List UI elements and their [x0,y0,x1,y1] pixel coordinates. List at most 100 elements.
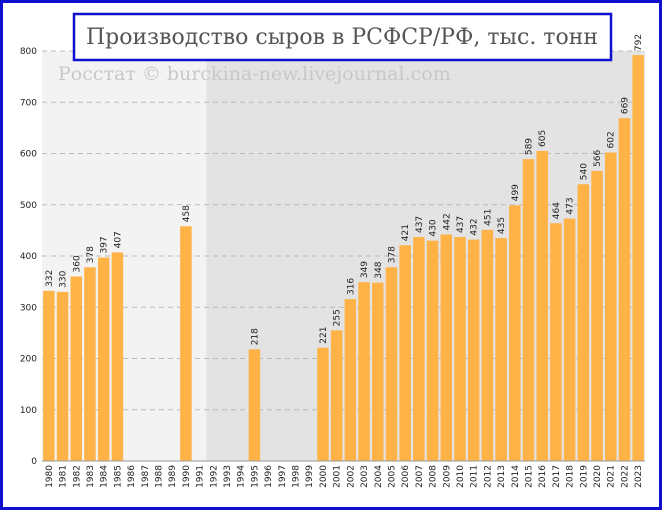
value-label: 316 [346,278,356,295]
bar [618,118,631,461]
value-label: 566 [593,149,603,166]
x-tick-label: 2021 [607,465,617,488]
value-label: 349 [360,261,370,278]
x-tick-label: 2023 [634,465,644,488]
x-tick-label: 1994 [237,465,247,488]
x-tick-label: 2012 [483,465,493,488]
value-label: 792 [634,34,644,51]
x-tick-label: 2001 [333,465,343,488]
bar [344,299,357,461]
x-tick-label: 1990 [182,465,192,488]
value-label: 397 [100,236,110,253]
title-box [72,12,613,62]
x-tick-label: 2009 [442,465,452,488]
x-tick-label: 2016 [538,465,548,488]
x-tick-label: 1987 [141,465,151,488]
y-tick-label: 200 [20,355,37,365]
bar [385,267,398,461]
y-tick-label: 300 [20,303,37,313]
x-tick-label: 2010 [456,465,466,488]
x-tick-label: 2018 [566,465,576,488]
value-label: 348 [374,261,384,278]
bar [399,245,411,461]
x-tick-label: 1982 [72,465,82,488]
bar [591,170,603,462]
value-label: 669 [620,97,630,114]
chart-title: Производство сыров в РСФСР/РФ, тыс. тонн [86,25,598,50]
value-label: 437 [415,216,425,233]
value-label: 605 [538,130,548,147]
bar [180,226,192,461]
bar [536,150,548,461]
x-tick-label: 1991 [196,465,206,488]
x-tick-label: 2014 [511,465,521,488]
x-tick-label: 2013 [497,465,507,488]
bar [550,223,562,461]
value-label: 451 [483,209,493,226]
value-label: 330 [59,270,69,287]
value-label: 221 [319,327,329,344]
x-tick-label: 1992 [209,465,219,488]
value-label: 430 [429,219,439,236]
bar [509,205,521,461]
bar [317,347,329,461]
x-tick-label: 1986 [127,465,137,488]
value-label: 602 [607,131,617,148]
y-tick-label: 400 [20,252,37,262]
bar [84,267,96,461]
x-tick-label: 1984 [100,465,110,488]
x-tick-label: 1988 [154,465,164,488]
value-label: 458 [182,205,192,222]
x-tick-label: 2002 [346,465,356,488]
x-tick-label: 1998 [292,465,302,488]
bar [577,184,590,461]
bar [372,282,384,461]
x-tick-label: 2011 [470,465,480,488]
bar [604,152,617,461]
watermark: Росстат © burckina-new.livejournal.com [58,63,451,85]
x-tick-label: 2022 [620,465,630,488]
value-label: 432 [470,218,480,235]
bar [70,276,83,461]
bar [330,330,343,461]
y-tick-label: 600 [20,150,37,160]
x-tick-label: 2005 [387,465,397,488]
bar [56,291,69,461]
bar [481,229,494,461]
value-label: 473 [566,197,576,214]
x-tick-label: 1985 [113,465,123,488]
x-tick-label: 2015 [525,465,535,488]
x-tick-label: 2020 [593,465,603,488]
y-tick-label: 0 [31,457,37,467]
x-tick-label: 2003 [360,465,370,488]
value-label: 378 [86,246,96,263]
x-tick-label: 2017 [552,465,562,488]
value-label: 407 [113,231,123,248]
x-tick-label: 1995 [250,465,260,488]
x-tick-label: 1996 [264,465,274,488]
x-tick-label: 1999 [305,465,315,488]
value-label: 499 [511,184,521,201]
x-tick-label: 1997 [278,465,288,488]
bar [495,238,507,461]
value-label: 540 [579,163,589,180]
value-label: 332 [45,270,55,287]
bar [522,159,535,461]
value-label: 437 [456,216,466,233]
bar [97,257,110,461]
x-tick-label: 1980 [45,465,55,488]
bar [454,237,466,461]
y-tick-label: 100 [20,406,37,416]
value-label: 435 [497,217,507,234]
x-tick-label: 2019 [579,465,589,488]
x-tick-label: 1993 [223,465,233,488]
value-label: 442 [442,213,452,230]
bar [358,282,370,461]
bar [440,234,453,461]
x-tick-label: 1989 [168,465,178,488]
plot-layer: 0 100 200 300 400 500 600 700 800 1980 332 1981 330 1… [20,34,645,488]
bar [43,290,55,461]
bar [632,55,644,461]
bar [467,239,480,461]
